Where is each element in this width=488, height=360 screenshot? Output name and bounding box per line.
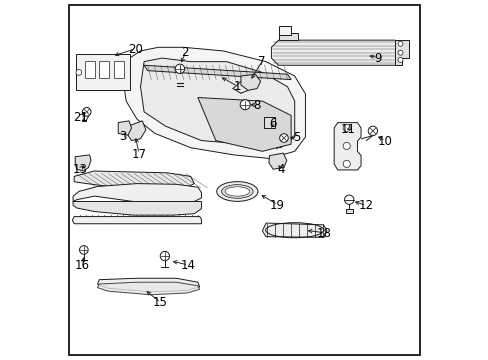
Polygon shape — [124, 83, 129, 89]
Polygon shape — [268, 153, 286, 169]
Circle shape — [343, 160, 349, 167]
Bar — [264, 117, 274, 128]
Polygon shape — [262, 223, 326, 237]
Text: 9: 9 — [373, 51, 381, 64]
Ellipse shape — [221, 185, 253, 198]
Text: 2: 2 — [181, 46, 189, 59]
Text: 20: 20 — [127, 42, 142, 55]
Polygon shape — [128, 121, 145, 140]
Circle shape — [240, 100, 250, 110]
Text: 21: 21 — [73, 111, 87, 124]
Text: 6: 6 — [268, 117, 276, 130]
Polygon shape — [346, 210, 352, 213]
Polygon shape — [394, 40, 408, 65]
Circle shape — [343, 142, 349, 149]
Circle shape — [160, 251, 169, 261]
Circle shape — [397, 57, 402, 62]
Polygon shape — [140, 58, 294, 148]
Polygon shape — [72, 217, 201, 224]
Polygon shape — [97, 278, 199, 292]
Polygon shape — [271, 40, 402, 65]
Circle shape — [343, 125, 349, 132]
Text: 8: 8 — [253, 99, 261, 112]
Polygon shape — [144, 65, 290, 80]
Text: 16: 16 — [75, 259, 90, 272]
Polygon shape — [75, 155, 91, 171]
FancyBboxPatch shape — [76, 54, 129, 90]
Text: 1: 1 — [233, 80, 241, 93]
Circle shape — [279, 134, 287, 142]
Polygon shape — [76, 83, 81, 89]
Polygon shape — [73, 202, 201, 215]
Text: 7: 7 — [258, 55, 265, 68]
Text: 10: 10 — [377, 135, 392, 148]
Circle shape — [397, 50, 402, 55]
Text: 11: 11 — [340, 122, 355, 136]
Text: 19: 19 — [269, 199, 285, 212]
Circle shape — [82, 108, 91, 116]
Polygon shape — [97, 282, 199, 295]
Polygon shape — [278, 33, 298, 40]
Polygon shape — [241, 74, 260, 90]
Bar — [85, 60, 95, 78]
Circle shape — [80, 246, 88, 254]
Circle shape — [367, 126, 377, 135]
Text: 5: 5 — [292, 131, 300, 144]
Polygon shape — [333, 123, 360, 170]
Ellipse shape — [224, 187, 249, 196]
Text: 18: 18 — [316, 226, 331, 239]
Polygon shape — [122, 47, 305, 158]
Polygon shape — [278, 26, 290, 35]
Text: 12: 12 — [358, 199, 372, 212]
Text: 4: 4 — [277, 163, 284, 176]
Circle shape — [397, 41, 402, 46]
Ellipse shape — [216, 181, 258, 201]
Bar — [99, 60, 109, 78]
Text: 3: 3 — [119, 130, 126, 144]
Text: 17: 17 — [131, 148, 146, 161]
Text: 14: 14 — [180, 259, 195, 272]
Polygon shape — [118, 121, 131, 135]
Polygon shape — [73, 184, 201, 202]
Polygon shape — [198, 98, 290, 151]
Text: 13: 13 — [73, 163, 87, 176]
Bar — [113, 60, 123, 78]
Circle shape — [175, 64, 184, 73]
Circle shape — [76, 69, 81, 75]
Polygon shape — [74, 171, 194, 189]
Circle shape — [344, 195, 353, 204]
Text: 15: 15 — [152, 296, 167, 309]
